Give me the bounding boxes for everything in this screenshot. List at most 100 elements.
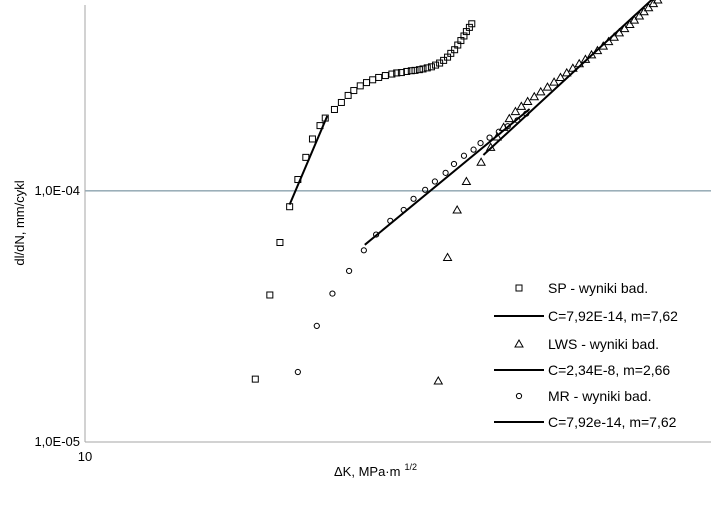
triangle-marker (624, 19, 635, 28)
triangle-marker (629, 15, 640, 24)
circle-marker (486, 134, 493, 141)
square-marker (432, 61, 440, 69)
legend: SP - wyniki bad. C=7,92E-14, m=7,62 LWS - … (494, 280, 678, 430)
circle-marker (504, 123, 511, 130)
square-marker (337, 98, 345, 106)
legend-label: LWS - wyniki bad. (548, 336, 659, 352)
circle-marker (514, 117, 521, 124)
legend-item: C=7,92E-14, m=7,62 (494, 308, 678, 324)
triangle-marker (516, 101, 527, 110)
triangle-marker (580, 54, 591, 63)
square-marker (330, 105, 338, 113)
triangle-marker (603, 36, 614, 46)
plot-area (85, 5, 711, 442)
circle-marker (360, 247, 367, 254)
legend-label: SP - wyniki bad. (548, 280, 648, 296)
triangle-marker (652, 0, 663, 4)
triangle-marker (549, 77, 559, 86)
triangle-marker (485, 142, 496, 151)
circle-marker (294, 368, 301, 376)
y-tick-label: 1,0E-04 (34, 183, 80, 198)
legend-item: MR - wyniki bad. (515, 388, 651, 404)
triangle-marker (586, 49, 597, 59)
circle-marker (495, 128, 502, 135)
legend-label: MR - wyniki bad. (548, 388, 651, 404)
legend-marker-swatch (514, 338, 524, 348)
legend-label: C=7,92E-14, m=7,62 (548, 308, 678, 324)
square-marker (286, 203, 294, 211)
triangle-marker (598, 41, 609, 50)
series-4-points (294, 110, 530, 376)
square-marker (423, 64, 431, 72)
square-marker (447, 49, 455, 57)
square-marker (403, 67, 411, 75)
square-marker (302, 153, 310, 161)
square-marker (321, 114, 329, 122)
triangle-marker (522, 96, 533, 106)
square-marker (375, 73, 383, 81)
triangle-marker (476, 157, 486, 166)
triangle-marker (592, 45, 603, 55)
triangle-marker (529, 91, 540, 101)
tick-labels: 1,0E-05 1,0E-04 10 (34, 183, 92, 464)
triangle-marker (561, 67, 572, 77)
x-axis-title-main: ΔK, MPa·m (334, 464, 400, 479)
triangle-marker (634, 11, 645, 20)
square-marker (381, 72, 389, 80)
circle-marker (313, 322, 320, 329)
legend-label: C=2,34E-8, m=2,66 (548, 362, 670, 378)
circle-marker (387, 217, 394, 224)
square-marker (397, 69, 405, 77)
circle-marker (470, 146, 477, 153)
square-marker (276, 239, 284, 247)
circle-marker (373, 231, 380, 238)
square-marker (468, 20, 476, 28)
legend-marker-swatch (515, 284, 523, 292)
x-tick-label: 10 (78, 449, 92, 464)
legend-label: C=7,92e-14, m=7,62 (548, 414, 677, 430)
legend-item: C=7,92e-14, m=7,62 (494, 414, 677, 430)
square-marker (427, 63, 435, 71)
series-0-points (251, 20, 476, 383)
triangle-marker (504, 113, 515, 123)
data-markers (251, 0, 663, 385)
triangle-marker (452, 205, 463, 214)
circle-marker (442, 169, 449, 176)
triangle-marker (433, 375, 444, 385)
square-marker (465, 23, 473, 31)
triangle-marker (567, 63, 578, 72)
triangle-marker (542, 82, 553, 91)
triangle-marker (643, 2, 654, 12)
triangle-marker (555, 72, 566, 81)
square-marker (415, 66, 423, 74)
y-axis-title: dl/dN, mm/cykl (12, 180, 27, 265)
square-marker (393, 69, 401, 77)
square-marker (316, 122, 324, 130)
triangle-marker (535, 86, 546, 96)
legend-marker-swatch (515, 392, 523, 400)
circle-marker (329, 290, 336, 297)
square-marker (308, 135, 316, 143)
circle-marker (477, 140, 484, 147)
legend-item: C=2,34E-8, m=2,66 (494, 362, 670, 378)
triangle-marker (461, 176, 472, 186)
triangle-marker (609, 32, 619, 41)
square-marker (266, 291, 274, 299)
x-axis-title: ΔK, MPa·m 1/2 (334, 462, 417, 479)
circle-marker (523, 110, 530, 117)
square-marker (411, 66, 419, 74)
square-marker (251, 375, 259, 383)
square-marker (419, 65, 427, 73)
circle-marker (410, 195, 417, 202)
square-marker (350, 87, 358, 95)
x-axis-title-sup: 1/2 (404, 462, 417, 472)
triangle-marker (619, 23, 630, 33)
square-marker (388, 70, 396, 78)
triangle-marker (574, 58, 585, 68)
circle-marker (460, 152, 468, 159)
square-marker (294, 176, 302, 184)
circle-marker (431, 178, 438, 185)
circle-marker (422, 186, 429, 193)
triangle-marker (442, 252, 453, 261)
triangle-marker (510, 106, 521, 116)
